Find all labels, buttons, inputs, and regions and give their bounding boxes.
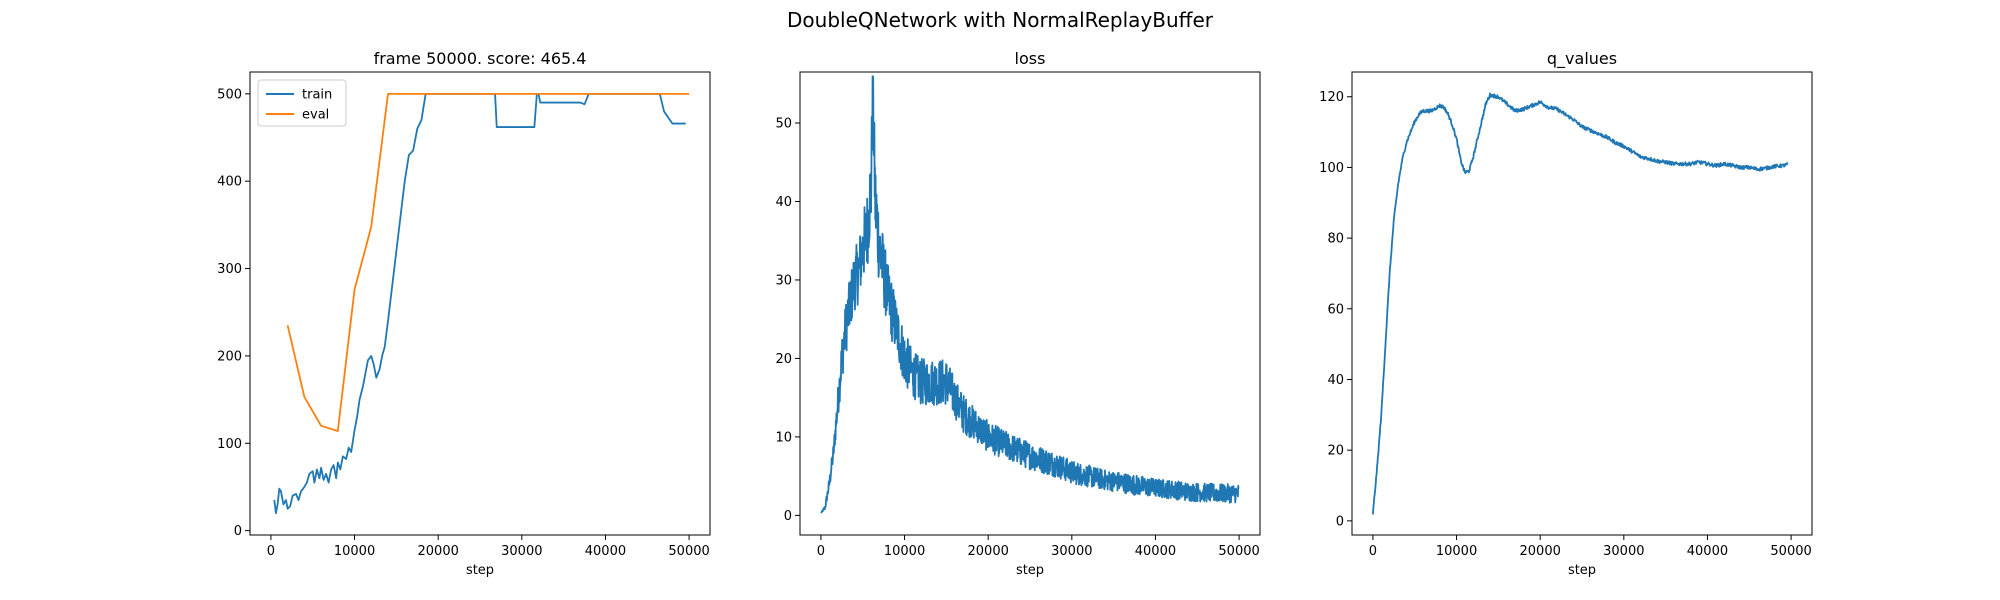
y-tick-label: 400 [217,175,242,190]
y-tick-label: 30 [775,273,792,288]
y-tick-label: 0 [1336,514,1344,529]
q-values-line [1372,92,1789,515]
x-axis-label: step [1568,563,1596,578]
y-tick-label: 60 [1327,302,1344,317]
y-tick-label: 40 [775,195,792,210]
y-tick-label: 40 [1327,373,1344,388]
x-tick-label: 40000 [585,544,626,559]
y-tick-label: 500 [217,87,242,102]
y-tick-label: 20 [1327,444,1344,459]
legend: train eval [257,79,347,127]
x-tick-label: 0 [817,544,825,559]
x-tick-label: 30000 [1051,544,1092,559]
legend-label-eval: eval [302,108,329,123]
loss-line [820,75,1240,514]
x-tick-label: 20000 [418,544,459,559]
chart-title: loss [1015,49,1046,68]
q-values-chart: q_values 0 10000 20000 30000 40000 50000 0 20 40 6… [1319,49,1813,578]
x-tick-label: 50000 [668,544,709,559]
x-tick-label: 20000 [968,544,1009,559]
y-tick-label: 0 [784,509,792,524]
chart-title: frame 50000. score: 465.4 [374,49,587,68]
x-tick-label: 10000 [1436,544,1477,559]
x-tick-label: 10000 [334,544,375,559]
y-tick-label: 10 [775,430,792,445]
chart-title: q_values [1547,49,1617,69]
x-tick-label: 30000 [1603,544,1644,559]
x-tick-label: 40000 [1135,544,1176,559]
x-tick-label: 40000 [1687,544,1728,559]
x-tick-label: 20000 [1520,544,1561,559]
loss-chart: loss 0 10000 20000 30000 40000 50000 0 10 20 30 40 5… [775,49,1261,578]
figure-title: DoubleQNetwork with NormalReplayBuffer [787,8,1213,32]
x-tick-label: 50000 [1770,544,1811,559]
x-axis-label: step [466,563,494,578]
series-eval-line [286,92,690,432]
legend-label-train: train [302,88,332,103]
x-tick-label: 50000 [1218,544,1259,559]
x-tick-label: 10000 [884,544,925,559]
y-tick-label: 120 [1319,90,1344,105]
y-tick-label: 300 [217,262,242,277]
score-chart: frame 50000. score: 465.40 10000 20000 3000… [217,49,711,578]
y-tick-label: 80 [1327,232,1344,247]
y-tick-label: 50 [775,117,792,132]
x-tick-label: 0 [267,544,275,559]
y-tick-label: 0 [234,524,242,539]
series-train-line [273,92,686,515]
x-axis-label: step [1016,563,1044,578]
y-tick-label: 20 [775,352,792,367]
x-tick-label: 0 [1369,544,1377,559]
axes-frame [1351,71,1813,536]
y-tick-label: 200 [217,349,242,364]
axes-frame [799,71,1261,536]
x-tick-label: 30000 [501,544,542,559]
y-tick-label: 100 [217,437,242,452]
y-tick-label: 100 [1319,161,1344,176]
axes-frame [249,71,711,536]
